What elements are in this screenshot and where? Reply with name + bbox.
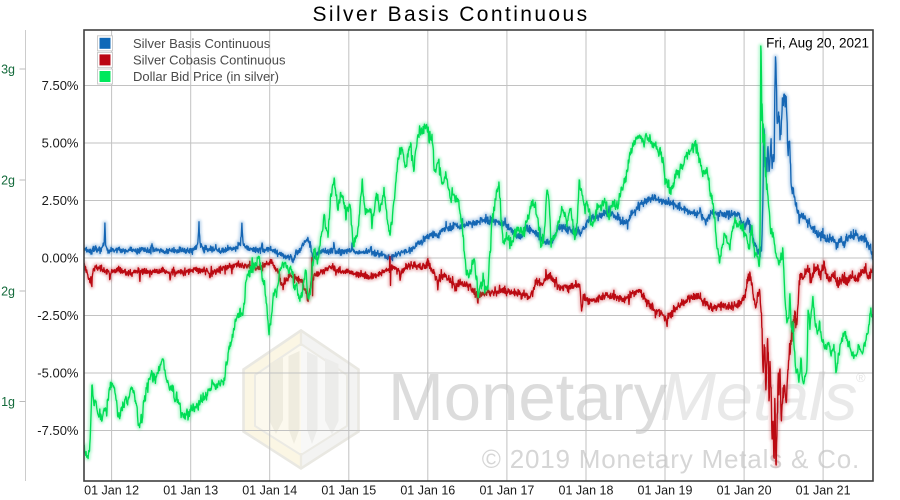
svg-text:Metals: Metals <box>660 360 857 435</box>
svg-text:01 Jan 15: 01 Jan 15 <box>321 484 376 498</box>
svg-text:01 Jan 20: 01 Jan 20 <box>717 484 772 498</box>
svg-text:Dollar Bid Price (in silver): Dollar Bid Price (in silver) <box>133 69 279 84</box>
svg-text:-2.50%: -2.50% <box>37 308 79 323</box>
svg-text:2g: 2g <box>1 173 15 187</box>
svg-text:5.00%: 5.00% <box>42 135 79 150</box>
svg-text:01 Jan 19: 01 Jan 19 <box>638 484 693 498</box>
svg-text:01 Jan 17: 01 Jan 17 <box>479 484 534 498</box>
svg-text:3g: 3g <box>1 62 15 76</box>
svg-text:01 Jan 21: 01 Jan 21 <box>796 484 851 498</box>
svg-text:2.50%: 2.50% <box>42 193 79 208</box>
svg-text:Silver Basis Continuous: Silver Basis Continuous <box>133 36 271 51</box>
svg-text:Silver Basis Continuous: Silver Basis Continuous <box>313 3 590 26</box>
svg-text:Fri, Aug 20, 2021: Fri, Aug 20, 2021 <box>766 36 869 51</box>
svg-text:-7.50%: -7.50% <box>37 423 79 438</box>
svg-text:01 Jan 13: 01 Jan 13 <box>163 484 218 498</box>
svg-text:®: ® <box>856 370 866 385</box>
svg-text:© 2019 Monetary Metals & Co.: © 2019 Monetary Metals & Co. <box>482 444 860 474</box>
svg-text:01 Jan 18: 01 Jan 18 <box>559 484 614 498</box>
svg-text:01 Jan 12: 01 Jan 12 <box>84 484 139 498</box>
svg-text:2g: 2g <box>1 284 15 298</box>
svg-text:Silver Cobasis Continuous: Silver Cobasis Continuous <box>133 53 286 68</box>
svg-text:7.50%: 7.50% <box>42 78 79 93</box>
svg-text:-5.00%: -5.00% <box>37 365 79 380</box>
svg-text:1g: 1g <box>1 395 15 409</box>
svg-text:Monetary: Monetary <box>388 360 668 435</box>
svg-text:01 Jan 14: 01 Jan 14 <box>242 484 297 498</box>
svg-text:0.00%: 0.00% <box>42 250 79 265</box>
svg-text:01 Jan 16: 01 Jan 16 <box>400 484 455 498</box>
